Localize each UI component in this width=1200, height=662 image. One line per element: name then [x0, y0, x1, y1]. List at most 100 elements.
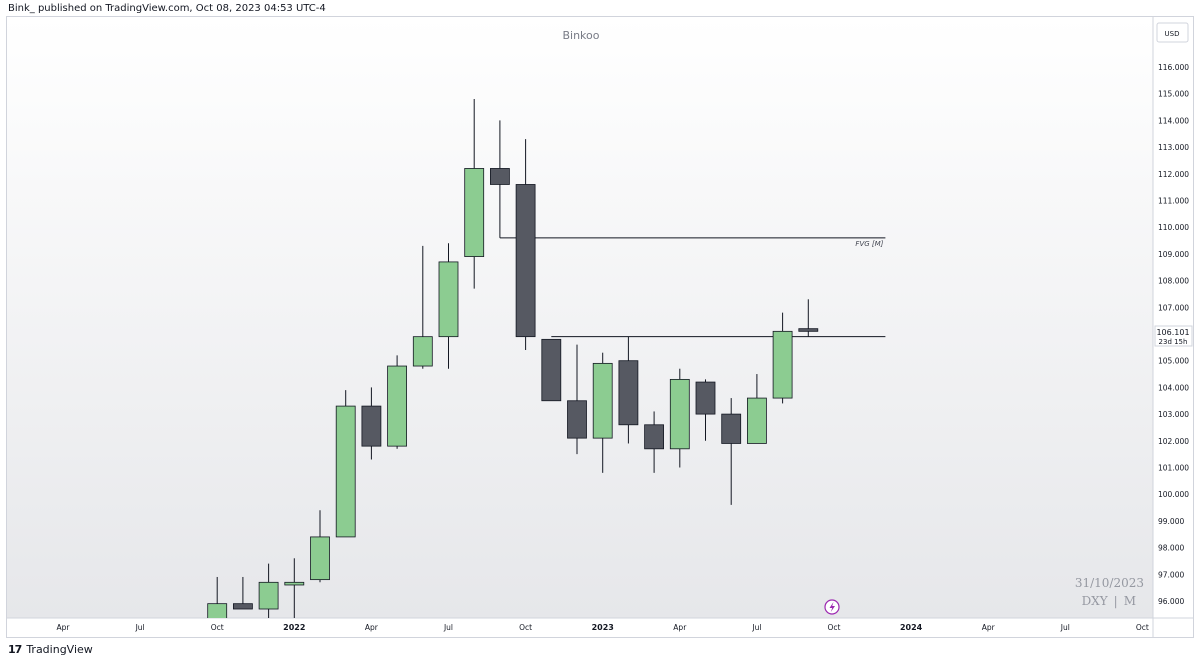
candle [412, 245, 433, 369]
y-tick-label: 96.000 [1158, 597, 1184, 606]
candle-body [310, 536, 330, 581]
candle-body [695, 381, 716, 415]
x-tick-label: Oct [1136, 623, 1149, 632]
y-tick-label: 97.000 [1158, 570, 1184, 579]
x-tick-label: Apr [673, 623, 687, 632]
candle [335, 390, 356, 538]
tradingview-logo-icon: 17 [8, 642, 22, 656]
x-tick-label: Apr [365, 623, 379, 632]
annotation-label: FVG [M] [855, 240, 883, 248]
y-tick-label: 108.000 [1158, 277, 1189, 286]
candle-body [361, 405, 382, 447]
y-tick-label: 102.000 [1158, 437, 1189, 446]
brand-name: TradingView [26, 642, 93, 656]
y-tick-label: 111.000 [1158, 197, 1189, 206]
candle-body [747, 397, 767, 444]
y-tick-label: 98.000 [1158, 544, 1184, 553]
candle-body [387, 365, 408, 447]
candle [669, 368, 690, 468]
candle [747, 374, 767, 444]
candle-body [644, 424, 664, 450]
cursor-date-watermark: 31/10/2023 [1075, 576, 1144, 590]
candle [721, 398, 742, 505]
x-tick-label: Jul [1060, 623, 1070, 632]
y-tick-label: 112.000 [1158, 170, 1189, 179]
candle [567, 344, 587, 455]
x-tick-label: Apr [982, 623, 996, 632]
candle-body [669, 378, 690, 450]
candle [310, 510, 330, 583]
y-tick-label: 99.000 [1158, 517, 1184, 526]
plot-background [7, 17, 1153, 618]
last-price-marker [1154, 325, 1193, 347]
x-tick-label: 2023 [592, 623, 614, 632]
lightning-icon[interactable] [824, 599, 840, 615]
candle-body [412, 336, 433, 367]
symbol-watermark: DXY | M [1082, 594, 1136, 608]
x-tick-label: Jul [443, 623, 453, 632]
candle [284, 558, 305, 618]
y-tick-label: 116.000 [1158, 63, 1189, 72]
x-tick-label: Oct [828, 623, 841, 632]
x-tick-label: 2024 [900, 623, 923, 632]
candle-body [489, 168, 510, 185]
y-tick-label: 105.000 [1158, 357, 1189, 366]
candle-body [207, 603, 228, 618]
candle-body [232, 603, 253, 610]
x-tick-label: Apr [57, 623, 71, 632]
candle-body [567, 400, 587, 439]
bar-countdown: 23d 15h [1159, 338, 1188, 346]
time-axis[interactable]: Apr Jul Oct 2022 Apr Jul Oct 2023 Apr Jul Oct 2024 A… [57, 623, 1149, 632]
candle [361, 387, 382, 460]
candle-body [515, 184, 536, 338]
currency-box[interactable] [1156, 22, 1189, 43]
chart-title: Binkoo [562, 29, 599, 42]
x-tick-label: Jul [135, 623, 145, 632]
y-tick-label: 107.000 [1158, 303, 1189, 312]
candle-body [798, 328, 819, 332]
candle-body [438, 261, 459, 338]
y-tick-label: 115.000 [1158, 90, 1189, 99]
watermark-separator: | [1114, 594, 1118, 608]
y-tick-label: 100.000 [1158, 490, 1189, 499]
candle [232, 576, 253, 610]
candle [695, 379, 716, 441]
currency-label: USD [1165, 30, 1180, 38]
y-tick-label: 110.000 [1158, 223, 1189, 232]
candles [207, 99, 819, 618]
candle-body [721, 413, 742, 444]
candle [258, 563, 279, 618]
y-tick-label: 109.000 [1158, 250, 1189, 259]
candle [515, 139, 536, 351]
candle-body [592, 362, 613, 439]
candle [438, 243, 459, 369]
candle-body [618, 360, 639, 426]
candle-body [284, 581, 305, 586]
y-tick-label: 113.000 [1158, 143, 1189, 152]
x-tick-label: Oct [519, 623, 532, 632]
candle [772, 312, 793, 404]
candle-body [772, 330, 793, 399]
footer: 17 TradingView [8, 642, 93, 656]
x-tick-label: Oct [211, 623, 224, 632]
x-tick-label: Jul [751, 623, 761, 632]
symbol-label: DXY [1082, 594, 1109, 608]
y-tick-label: 104.000 [1158, 383, 1189, 392]
candle [489, 120, 510, 238]
last-price-value: 106.101 [1156, 328, 1189, 337]
candle [541, 338, 562, 402]
y-tick-label: 101.000 [1158, 464, 1189, 473]
candle [798, 299, 819, 337]
candle-body [464, 168, 485, 257]
candle-body [335, 405, 356, 538]
candle [207, 576, 228, 618]
candle-body [541, 338, 562, 402]
y-tick-label: 103.000 [1158, 410, 1189, 419]
candle [618, 336, 639, 444]
interval-label: M [1124, 594, 1136, 608]
candle-body [258, 581, 279, 610]
publish-info: Bink_ published on TradingView.com, Oct … [8, 3, 326, 14]
annotations: FVG [M] [499, 237, 886, 338]
y-tick-label: 114.000 [1158, 116, 1189, 125]
